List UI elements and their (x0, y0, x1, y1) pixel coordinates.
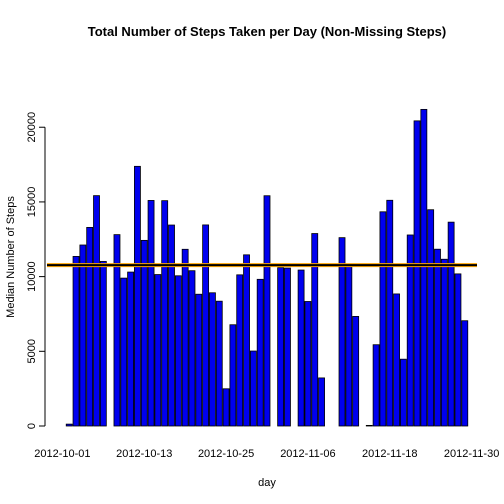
bar-2012-10-10 (121, 278, 127, 426)
bar-2012-10-05 (87, 227, 93, 426)
bar-2012-10-14 (148, 200, 154, 426)
bar-2012-11-17 (380, 212, 386, 426)
bars-group (66, 109, 468, 426)
y-axis-label: Median Number of Steps (5, 196, 17, 318)
x-tick-label-2012-10-25: 2012-10-25 (198, 448, 254, 460)
bar-2012-10-26 (230, 325, 236, 426)
bar-2012-10-11 (128, 272, 134, 426)
bar-2012-11-05 (298, 270, 304, 426)
bar-2012-11-24 (428, 210, 434, 426)
bar-2012-11-12 (346, 265, 352, 426)
y-axis: 0 5000 10000 15000 20000 (26, 112, 45, 429)
bar-2012-10-02 (66, 424, 72, 426)
bar-2012-11-28 (455, 274, 461, 426)
x-axis-label: day (258, 477, 276, 489)
bar-2012-10-15 (155, 275, 161, 426)
bar-2012-11-02 (278, 268, 284, 426)
bar-2012-11-23 (421, 109, 427, 426)
bar-2012-11-25 (434, 249, 440, 426)
bar-2012-11-13 (353, 316, 359, 426)
bar-2012-10-19 (182, 249, 188, 426)
bar-2012-10-12 (134, 166, 140, 426)
bar-2012-11-06 (305, 302, 311, 427)
x-tick-label-2012-11-06: 2012-11-06 (280, 448, 335, 460)
bar-2012-10-23 (209, 293, 215, 426)
bar-2012-10-20 (189, 271, 195, 426)
bar-2012-10-07 (100, 261, 106, 426)
x-axis: 2012-10-01 2012-10-13 2012-10-25 2012-11-06… (34, 448, 499, 460)
bar-2012-10-27 (237, 275, 243, 426)
bar-2012-10-06 (94, 196, 100, 426)
bar-2012-10-04 (80, 245, 86, 426)
bar-2012-10-21 (196, 294, 202, 426)
bar-2012-10-13 (141, 240, 147, 426)
bar-2012-11-22 (414, 121, 420, 426)
y-tick-label-10000: 10000 (26, 261, 38, 292)
bar-2012-10-03 (73, 256, 79, 426)
bar-2012-11-08 (319, 378, 325, 426)
bar-2012-10-17 (169, 225, 175, 426)
bar-2012-11-18 (387, 200, 393, 426)
bar-2012-10-28 (244, 255, 250, 426)
bar-2012-10-18 (175, 276, 181, 426)
bar-2012-10-22 (203, 225, 209, 426)
bar-2012-11-27 (448, 222, 454, 426)
x-tick-label-2012-10-01: 2012-10-01 (34, 448, 90, 460)
bar-2012-11-15 (366, 425, 372, 426)
bar-2012-11-19 (394, 294, 400, 426)
bar-2012-11-07 (312, 234, 318, 426)
bar-2012-11-16 (373, 345, 379, 426)
bar-2012-10-30 (257, 279, 263, 426)
bar-2012-10-24 (216, 301, 222, 426)
y-tick-label-15000: 15000 (26, 187, 38, 218)
x-tick-label-2012-11-18: 2012-11-18 (362, 448, 417, 460)
bar-2012-10-16 (162, 201, 168, 426)
bar-2012-11-29 (462, 321, 468, 426)
bar-2012-11-26 (441, 259, 447, 426)
bar-2012-10-25 (223, 389, 229, 426)
bar-2012-10-29 (250, 351, 256, 426)
chart-title: Total Number of Steps Taken per Day (Non… (88, 24, 447, 39)
x-tick-label-2012-10-13: 2012-10-13 (116, 448, 172, 460)
bar-2012-11-03 (284, 268, 290, 426)
y-tick-label-0: 0 (26, 423, 38, 429)
bar-2012-11-20 (400, 359, 406, 426)
y-tick-label-20000: 20000 (26, 112, 38, 143)
y-tick-label-5000: 5000 (26, 339, 38, 363)
x-tick-label-2012-11-30: 2012-11-30 (444, 448, 499, 460)
bar-2012-10-31 (264, 196, 270, 426)
